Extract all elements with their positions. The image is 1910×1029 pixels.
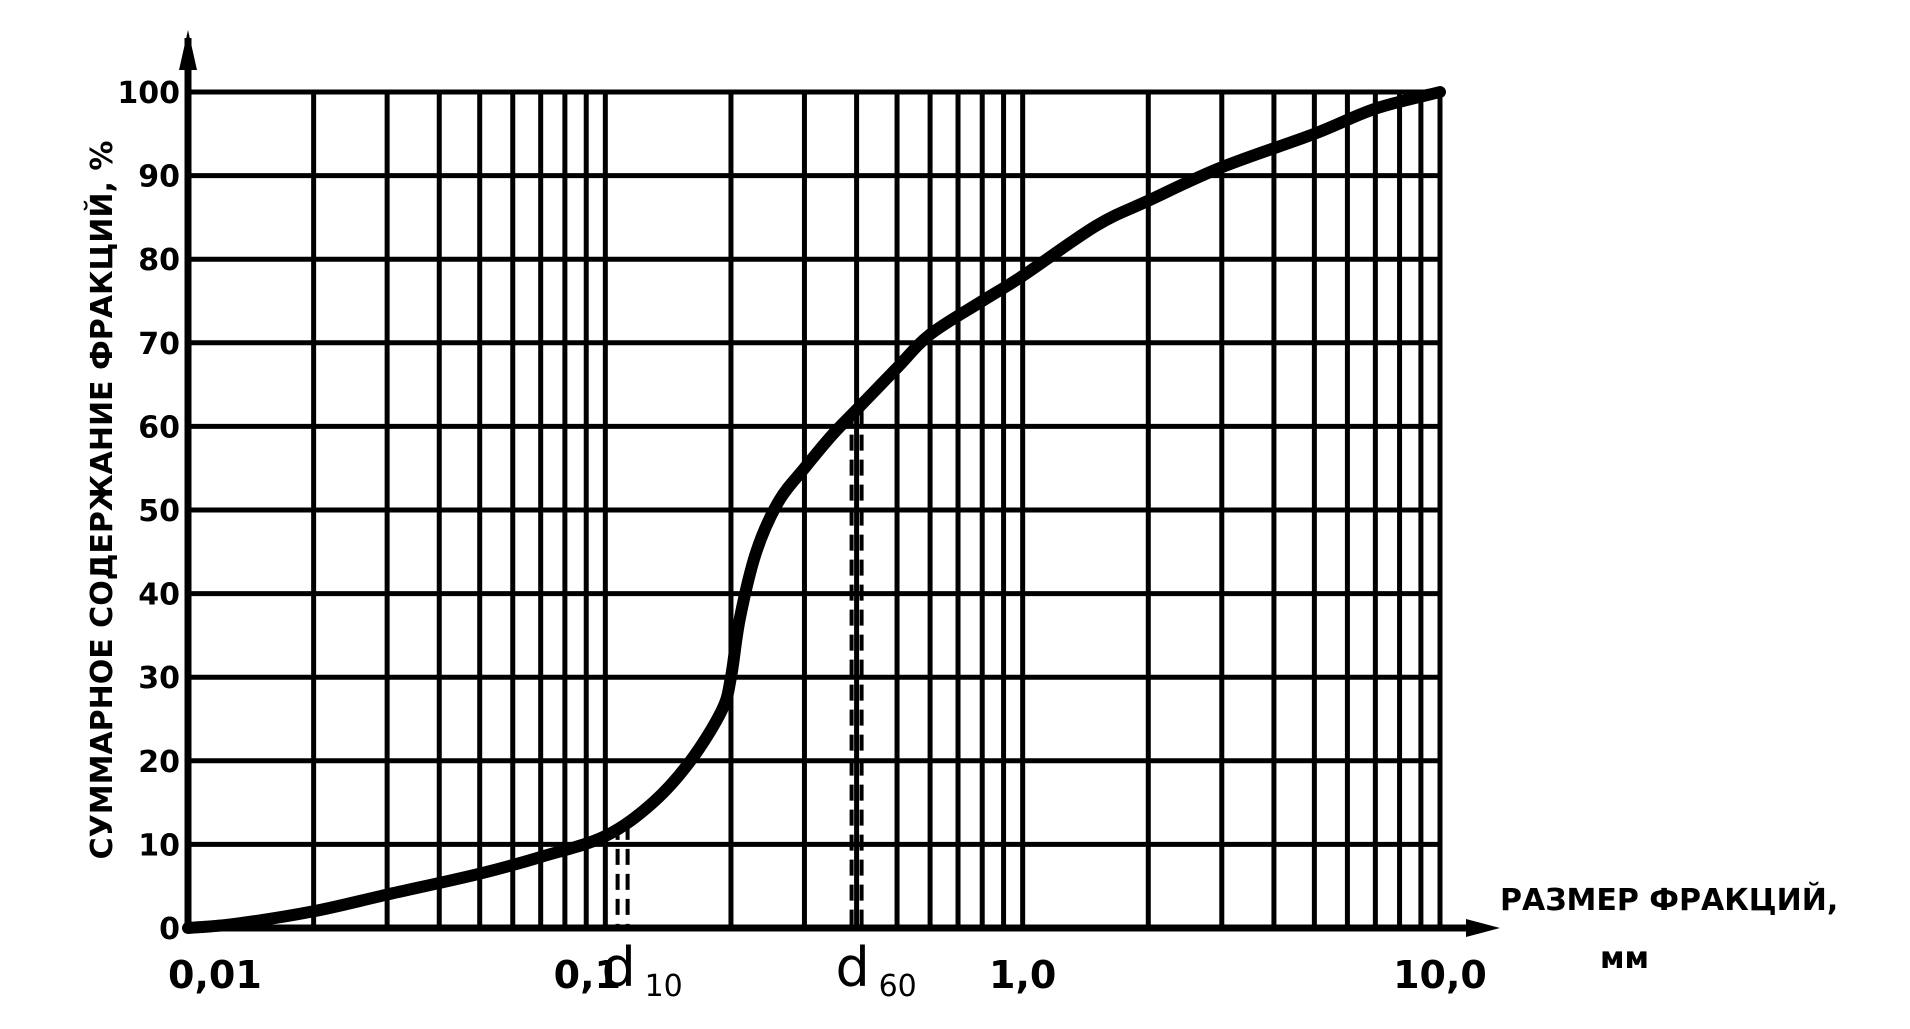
marker-label-subscript: 60 [879,969,917,1004]
axes [179,30,1500,937]
y-tick-label: 80 [138,243,180,278]
x-axis-arrow [1466,919,1500,937]
y-tick-label: 60 [138,410,180,445]
grain-size-curve [182,86,1446,934]
marker-label: d [835,936,869,999]
y-tick-labels: 0 10 20 30 40 50 60 70 80 90 100 [117,76,180,947]
x-tick-label: 0,1 [554,953,621,997]
y-tick-label: 30 [138,661,180,696]
x-tick-labels: 0,01 0,1 1,0 10,0 [168,953,1487,997]
y-tick-label: 20 [138,745,180,780]
y-tick-label: 50 [138,494,180,529]
x-axis-label-line2: мм [1600,941,1649,976]
dashed-markers: d 10 d 60 [601,409,917,1004]
x-tick-label: 0,01 [168,953,262,997]
y-tick-label: 70 [138,327,180,362]
x-tick-label: 1,0 [989,953,1056,997]
y-tick-label: 0 [159,912,180,947]
marker-label: d [601,936,635,999]
y-axis-arrow [179,30,197,70]
x-axis-label-line1: РАЗМЕР ФРАКЦИЙ, [1500,882,1838,918]
y-tick-label: 90 [138,160,180,195]
y-tick-label: 100 [117,76,180,111]
y-tick-label: 10 [138,828,180,863]
marker-label-subscript: 10 [645,969,683,1004]
y-tick-label: 40 [138,578,180,613]
y-axis-label: СУММАРНОЕ СОДЕРЖАНИЕ ФРАКЦИЙ, % [84,141,120,860]
horizontal-grid-lines [188,89,1440,931]
x-tick-label: 10,0 [1393,953,1487,997]
